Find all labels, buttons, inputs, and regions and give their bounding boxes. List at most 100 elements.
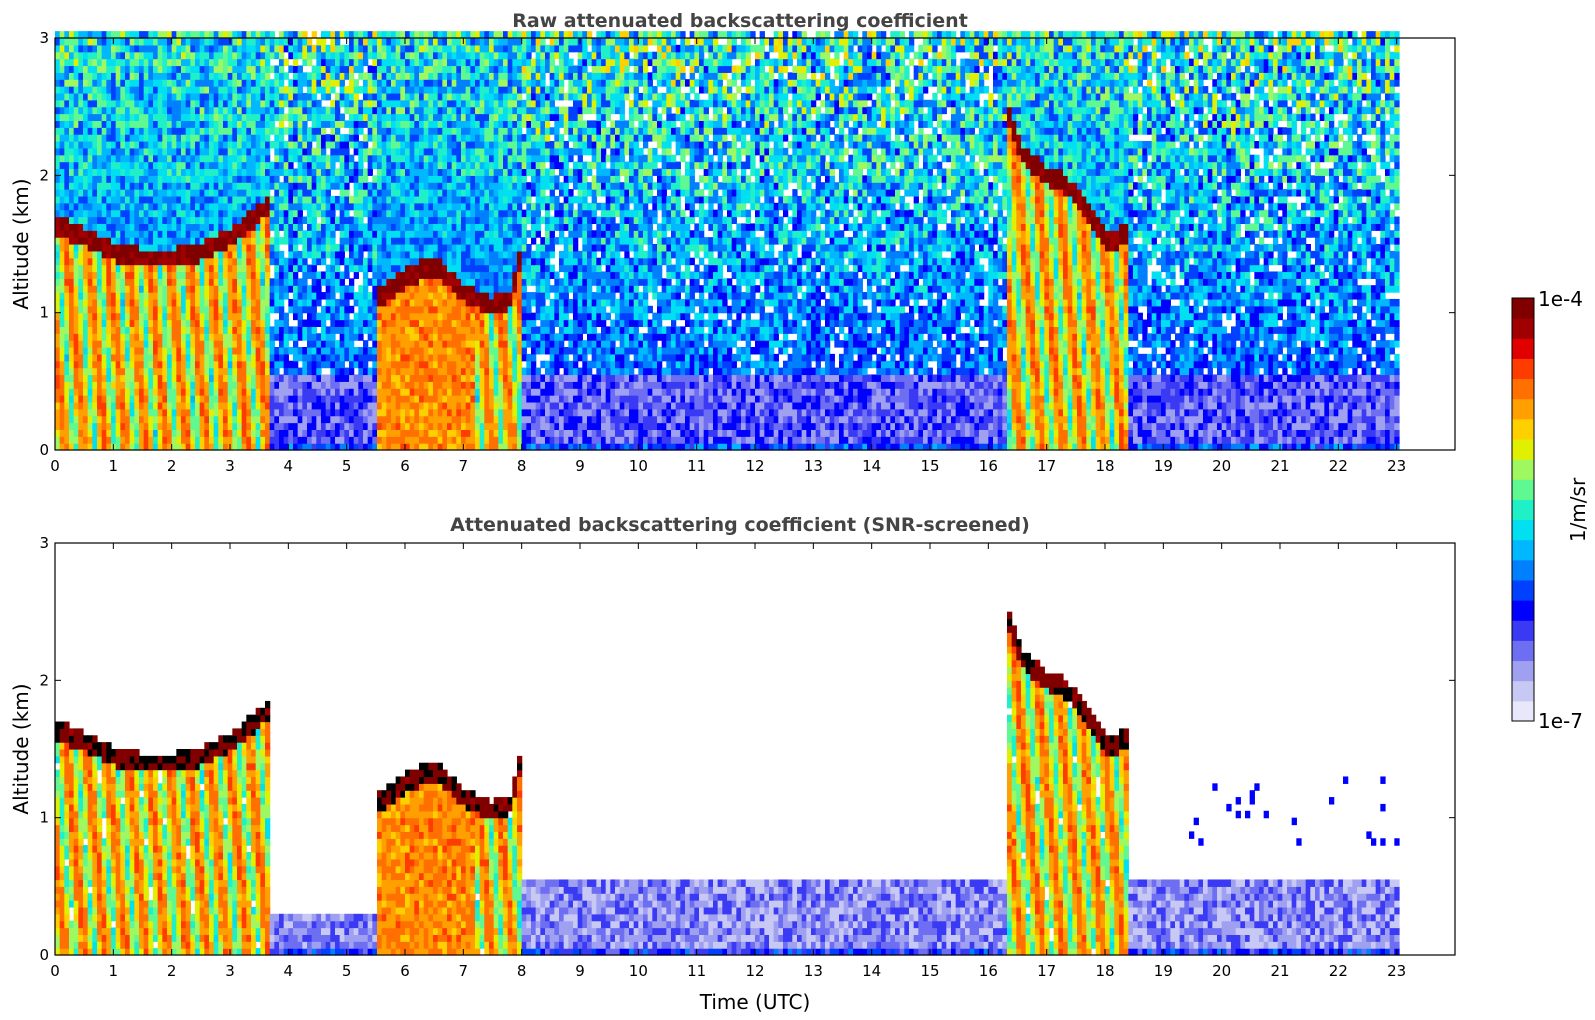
heatmap-cell <box>153 120 159 128</box>
heatmap-cell <box>213 38 219 46</box>
heatmap-cell <box>232 195 238 204</box>
heatmap-cell <box>64 31 70 39</box>
heatmap-cell <box>134 209 140 218</box>
heatmap-cell <box>381 38 387 46</box>
heatmap-cell <box>372 182 378 190</box>
heatmap-cell <box>372 305 378 314</box>
heatmap-cell <box>64 106 70 115</box>
heatmap-cell <box>311 264 317 273</box>
heatmap-cell <box>344 195 350 204</box>
heatmap-cell <box>148 381 154 389</box>
heatmap-cell <box>288 79 294 87</box>
heatmap-cell <box>143 395 149 403</box>
heatmap-cell <box>153 147 159 156</box>
heatmap-cell <box>265 264 271 273</box>
heatmap-cell <box>97 443 103 451</box>
heatmap-cell <box>69 38 75 46</box>
heatmap-cell <box>237 312 243 321</box>
heatmap-cell <box>199 429 205 437</box>
heatmap-cell <box>307 340 313 348</box>
heatmap-cell <box>414 72 420 80</box>
heatmap-cell <box>265 223 271 231</box>
heatmap-cell <box>69 312 75 321</box>
heatmap-cell <box>167 99 173 108</box>
heatmap-cell <box>148 51 154 60</box>
heatmap-cell <box>213 374 219 382</box>
heatmap-cell <box>237 244 243 252</box>
heatmap-cell <box>372 189 378 197</box>
heatmap-cell <box>335 408 341 417</box>
heatmap-cell <box>64 374 70 382</box>
heatmap-cell <box>153 340 159 348</box>
heatmap-cell <box>367 182 373 190</box>
heatmap-cell <box>246 127 252 135</box>
heatmap-cell <box>297 72 303 80</box>
heatmap-cell <box>223 175 229 183</box>
heatmap-cell <box>358 120 364 128</box>
heatmap-cell <box>246 347 252 355</box>
heatmap-cell <box>307 237 313 245</box>
heatmap-cell <box>335 347 341 355</box>
heatmap-cell <box>297 141 303 149</box>
heatmap-cell <box>106 44 112 53</box>
heatmap-cell <box>111 113 117 121</box>
heatmap-cell <box>101 65 107 73</box>
heatmap-cell <box>92 271 98 279</box>
heatmap-cell <box>288 113 294 121</box>
heatmap-cell <box>442 99 448 108</box>
heatmap-cell <box>372 360 378 369</box>
heatmap-cell <box>111 147 117 156</box>
heatmap-cell <box>330 31 336 39</box>
heatmap-cell <box>330 38 336 46</box>
heatmap-cell <box>283 58 289 67</box>
heatmap-cell <box>335 326 341 334</box>
heatmap-cell <box>251 209 257 218</box>
heatmap-cell <box>400 168 406 176</box>
heatmap-cell <box>111 189 117 197</box>
heatmap-cell <box>209 415 215 424</box>
heatmap-cell <box>223 257 229 266</box>
heatmap-cell <box>64 154 70 163</box>
heatmap-cell <box>87 106 93 115</box>
heatmap-cell <box>414 298 420 307</box>
heatmap-cell <box>55 326 61 334</box>
heatmap-cell <box>129 353 135 362</box>
heatmap-cell <box>157 147 163 156</box>
heatmap-cell <box>209 271 215 279</box>
heatmap-cell <box>171 292 177 300</box>
heatmap-cell <box>423 223 429 231</box>
heatmap-cell <box>358 312 364 321</box>
heatmap-cell <box>269 278 275 286</box>
heatmap-cell <box>269 285 275 293</box>
heatmap-cell <box>363 285 369 293</box>
heatmap-cell <box>199 79 205 87</box>
heatmap-cell <box>143 147 149 156</box>
heatmap-cell <box>83 298 89 307</box>
heatmap-cell <box>171 106 177 115</box>
heatmap-cell <box>316 195 322 204</box>
heatmap-cell <box>199 408 205 417</box>
heatmap-cell <box>353 38 359 46</box>
heatmap-cell <box>316 72 322 80</box>
heatmap-cell <box>395 141 401 149</box>
heatmap-cell <box>372 333 378 341</box>
heatmap-cell <box>185 367 191 376</box>
heatmap-cell <box>64 264 70 273</box>
heatmap-cell <box>367 44 373 53</box>
heatmap-cell <box>437 216 443 224</box>
heatmap-cell <box>372 319 378 327</box>
heatmap-cell <box>232 113 238 121</box>
heatmap-cell <box>251 154 257 163</box>
heatmap-cell <box>101 237 107 245</box>
heatmap-cell <box>125 113 131 121</box>
heatmap-cell <box>125 92 131 101</box>
heatmap-cell <box>101 182 107 190</box>
heatmap-cell <box>218 182 224 190</box>
heatmap-cell <box>391 340 397 348</box>
heatmap-cell <box>115 443 121 451</box>
heatmap-cell <box>199 31 205 39</box>
heatmap-cell <box>78 31 84 39</box>
heatmap-cell <box>391 374 397 382</box>
heatmap-cell <box>419 264 425 273</box>
heatmap-cell <box>269 292 275 300</box>
